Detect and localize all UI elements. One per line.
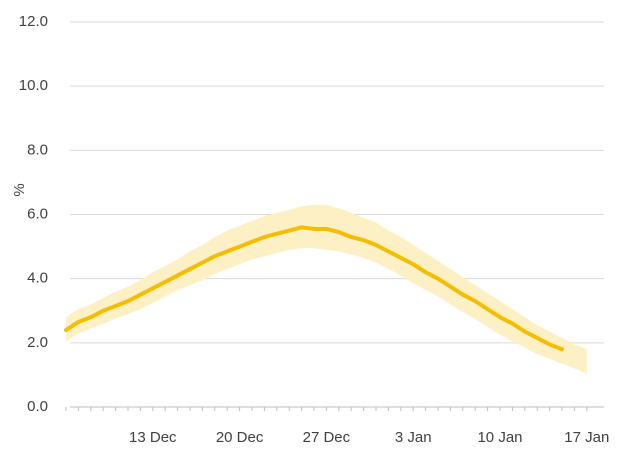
y-tick-label: 10.0 xyxy=(19,77,48,94)
y-tick-label: 4.0 xyxy=(27,270,48,287)
y-tick-label: 8.0 xyxy=(27,141,48,158)
y-axis-label: % xyxy=(11,183,28,196)
x-tick-label: 3 Jan xyxy=(395,429,432,446)
y-tick-label: 0.0 xyxy=(27,398,48,415)
confidence-band xyxy=(66,204,587,374)
line xyxy=(64,225,564,352)
x-tick-label: 13 Dec xyxy=(129,429,177,446)
y-tick-label: 2.0 xyxy=(27,334,48,351)
x-tick-label: 20 Dec xyxy=(216,429,264,446)
y-tick-label: 6.0 xyxy=(27,205,48,222)
x-tick-label: 27 Dec xyxy=(303,429,351,446)
x-tick-label: 10 Jan xyxy=(477,429,522,446)
y-tick-label: 12.0 xyxy=(19,13,48,30)
x-tick-label: 17 Jan xyxy=(564,429,609,446)
